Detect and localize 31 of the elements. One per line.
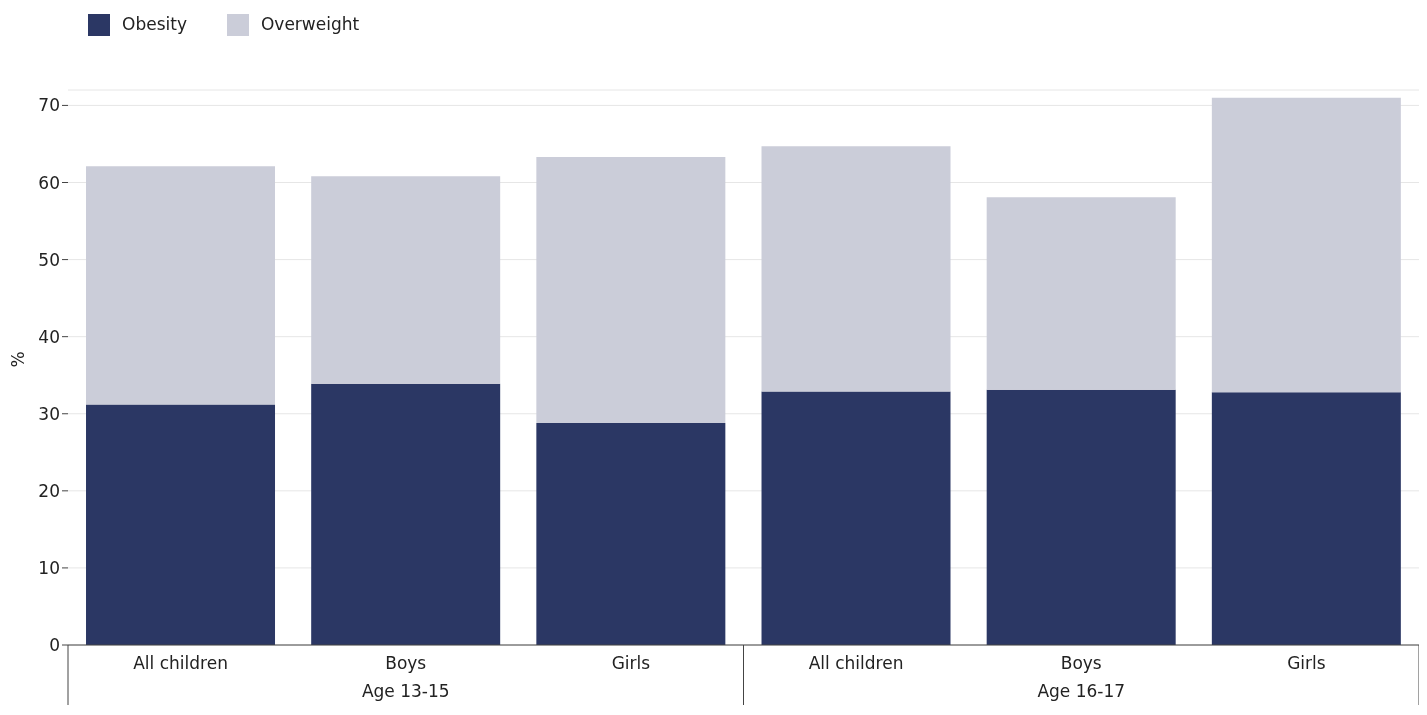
y-tick-label: 60 <box>38 172 60 193</box>
text: Age 16-17 <box>1037 681 1126 701</box>
bar <box>1211 97 1401 393</box>
bar <box>311 176 501 384</box>
bar <box>761 391 951 645</box>
y-tick-label: 50 <box>38 249 60 270</box>
y-tick-label: 40 <box>38 326 60 347</box>
y-tick-label: 70 <box>38 95 60 116</box>
y-tick-label: 10 <box>38 557 60 578</box>
x-tick-label: Boys <box>385 653 427 673</box>
x-tick-label: Boys <box>1060 653 1102 673</box>
bar <box>536 157 726 423</box>
y-tick-label: 0 <box>49 635 60 656</box>
legend-label: Overweight <box>260 14 360 34</box>
x-tick-label: All children <box>808 653 904 673</box>
y-tick-label: 30 <box>38 403 60 424</box>
legend-label: Obesity <box>122 14 187 34</box>
bar <box>86 404 276 645</box>
y-axis-title: % <box>8 351 29 368</box>
x-tick-label: Girls <box>611 653 651 673</box>
bar <box>986 197 1176 390</box>
x-tick-label: Girls <box>1287 653 1326 673</box>
bar <box>1211 392 1401 645</box>
y-tick-label: 20 <box>38 480 60 501</box>
text: Age 13-15 <box>361 681 450 701</box>
bar <box>536 423 726 645</box>
bar <box>86 166 276 405</box>
x-tick-label: All children <box>133 653 228 673</box>
bar <box>311 383 501 645</box>
bar <box>761 146 951 392</box>
bar <box>986 389 1176 645</box>
